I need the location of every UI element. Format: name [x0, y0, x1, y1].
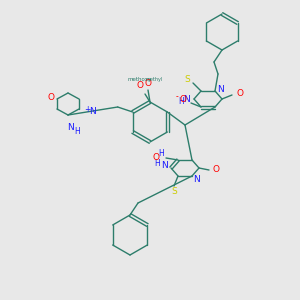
Text: O: O	[179, 95, 187, 104]
Text: O: O	[136, 82, 143, 91]
Text: methyl: methyl	[146, 77, 163, 83]
Text: O: O	[236, 88, 244, 98]
Text: N: N	[184, 94, 190, 103]
Text: N: N	[67, 122, 73, 131]
Text: methoxy: methoxy	[128, 77, 152, 83]
Text: O: O	[152, 154, 160, 163]
Text: H: H	[178, 98, 184, 106]
Text: -: -	[176, 92, 178, 101]
Text: S: S	[184, 74, 190, 83]
Text: O: O	[47, 92, 55, 101]
Text: O: O	[212, 166, 220, 175]
Text: H: H	[74, 127, 80, 136]
Text: N: N	[217, 85, 224, 94]
Text: O: O	[145, 80, 152, 88]
Text: S: S	[171, 188, 177, 196]
Text: +: +	[84, 104, 90, 113]
Text: N: N	[194, 175, 200, 184]
Text: N: N	[90, 106, 96, 116]
Text: N: N	[160, 161, 167, 170]
Text: H: H	[158, 149, 164, 158]
Text: H: H	[154, 158, 160, 167]
